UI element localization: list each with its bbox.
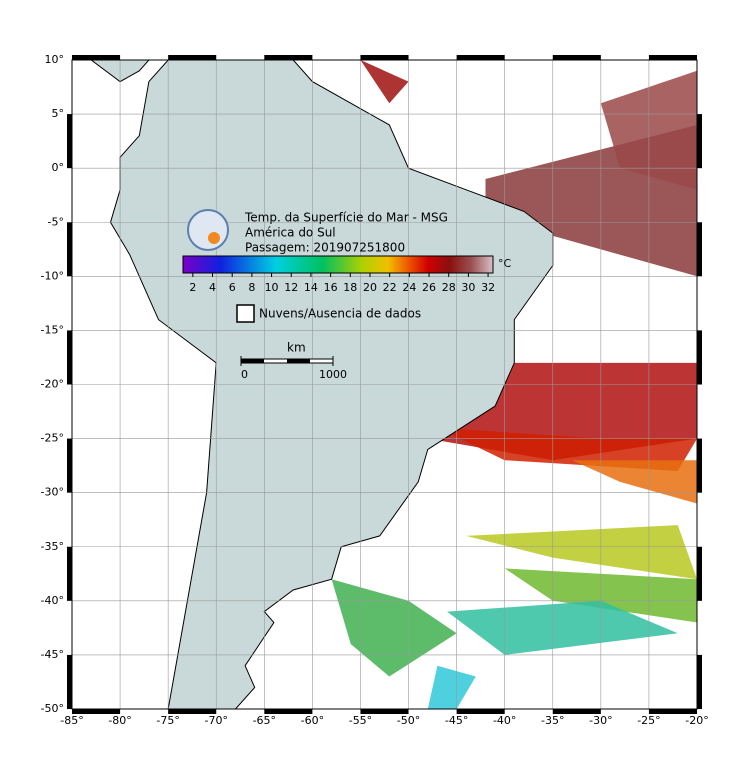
scale-tick-label: 0 bbox=[241, 368, 248, 381]
lat-tick-label: 10° bbox=[45, 53, 65, 66]
scale-bar-segment bbox=[287, 359, 310, 363]
lat-tick-label: 5° bbox=[52, 107, 65, 120]
sst-patch bbox=[331, 579, 457, 677]
scale-bar-segment bbox=[241, 359, 264, 363]
lon-tick-label: -70° bbox=[204, 714, 227, 727]
legend-swatch bbox=[236, 304, 255, 323]
map-area bbox=[72, 60, 697, 709]
pass-time: Passagem: 201907251800 bbox=[245, 241, 405, 255]
lat-tick-label: -25° bbox=[41, 432, 64, 445]
lat-tick-label: -20° bbox=[41, 378, 64, 391]
frame-segment bbox=[264, 709, 313, 714]
sst-patch bbox=[427, 665, 476, 709]
frame-segment bbox=[697, 654, 702, 709]
lon-tick-label: -45° bbox=[445, 714, 468, 727]
lon-tick-label: -65° bbox=[253, 714, 276, 727]
colorbar-tick-label: 24 bbox=[402, 281, 416, 294]
frame-segment bbox=[67, 114, 72, 169]
legend-label: Nuvens/Ausencia de dados bbox=[259, 307, 421, 321]
lat-tick-label: -15° bbox=[41, 323, 64, 336]
lon-tick-label: -85° bbox=[60, 714, 83, 727]
colorbar-tick-label: 14 bbox=[304, 281, 318, 294]
subtitle: América do Sul bbox=[245, 226, 336, 240]
sst-patch bbox=[360, 60, 409, 104]
frame-segment bbox=[552, 55, 601, 60]
scale-label: km bbox=[287, 341, 306, 355]
colorbar bbox=[182, 255, 494, 274]
colorbar-tick-label: 8 bbox=[248, 281, 255, 294]
lon-tick-label: -20° bbox=[685, 714, 708, 727]
colorbar-tick-label: 2 bbox=[189, 281, 196, 294]
colorbar-tick-label: 10 bbox=[265, 281, 279, 294]
colorbar-tick-label: 18 bbox=[343, 281, 357, 294]
lon-tick-label: -55° bbox=[349, 714, 372, 727]
frame-segment bbox=[67, 654, 72, 709]
frame-segment bbox=[648, 709, 697, 714]
frame-segment bbox=[697, 330, 702, 385]
colorbar-tick-label: 12 bbox=[284, 281, 298, 294]
lon-tick-label: -80° bbox=[108, 714, 131, 727]
lat-tick-label: -45° bbox=[41, 648, 64, 661]
scale-tick-label: 1000 bbox=[319, 368, 347, 381]
colorbar-tick-label: 16 bbox=[324, 281, 338, 294]
sst-patch bbox=[572, 460, 697, 504]
frame-segment bbox=[697, 222, 702, 277]
frame-segment bbox=[168, 55, 217, 60]
colorbar-tick-label: 32 bbox=[481, 281, 495, 294]
lon-tick-label: -30° bbox=[589, 714, 612, 727]
frame-segment bbox=[456, 709, 505, 714]
lat-tick-label: 0° bbox=[52, 161, 65, 174]
lat-tick-label: -10° bbox=[41, 269, 64, 282]
frame-segment bbox=[67, 330, 72, 385]
sst-patch bbox=[466, 525, 697, 580]
frame-segment bbox=[697, 546, 702, 601]
colorbar-tick-label: 28 bbox=[442, 281, 456, 294]
lat-tick-label: -40° bbox=[41, 594, 64, 607]
colorbar-unit: °C bbox=[498, 257, 512, 270]
lat-tick-label: -50° bbox=[41, 702, 64, 715]
central-america bbox=[72, 60, 150, 83]
lon-tick-label: -60° bbox=[301, 714, 324, 727]
frame-segment bbox=[697, 438, 702, 493]
lon-tick-label: -50° bbox=[397, 714, 420, 727]
frame-segment bbox=[456, 55, 505, 60]
logo-dot bbox=[208, 232, 220, 244]
frame-segment bbox=[360, 55, 409, 60]
frame-segment bbox=[168, 709, 217, 714]
frame-segment bbox=[264, 55, 313, 60]
frame-segment bbox=[648, 55, 697, 60]
logo bbox=[187, 209, 229, 251]
colorbar-tick-label: 4 bbox=[209, 281, 216, 294]
lat-tick-label: -30° bbox=[41, 486, 64, 499]
map-decorations: Temp. da Superfície do Mar - MSG América… bbox=[182, 209, 512, 355]
colorbar-tick-label: 30 bbox=[461, 281, 475, 294]
frame-segment bbox=[67, 546, 72, 601]
frame-segment bbox=[697, 114, 702, 169]
lon-tick-label: -75° bbox=[156, 714, 179, 727]
colorbar-tick-label: 22 bbox=[383, 281, 397, 294]
frame-segment bbox=[360, 709, 409, 714]
frame-segment bbox=[67, 438, 72, 493]
frame-segment bbox=[72, 709, 121, 714]
colorbar-tick-label: 26 bbox=[422, 281, 436, 294]
frame-segment bbox=[72, 55, 121, 60]
colorbar-tick-label: 20 bbox=[363, 281, 377, 294]
colorbar-tick-label: 6 bbox=[229, 281, 236, 294]
frame-segment bbox=[67, 222, 72, 277]
lon-tick-label: -35° bbox=[541, 714, 564, 727]
lat-tick-label: -35° bbox=[41, 540, 64, 553]
frame-segment bbox=[552, 709, 601, 714]
title: Temp. da Superfície do Mar - MSG bbox=[244, 211, 448, 225]
lon-tick-label: -40° bbox=[493, 714, 516, 727]
lat-tick-label: -5° bbox=[48, 215, 64, 228]
lon-tick-label: -25° bbox=[637, 714, 660, 727]
